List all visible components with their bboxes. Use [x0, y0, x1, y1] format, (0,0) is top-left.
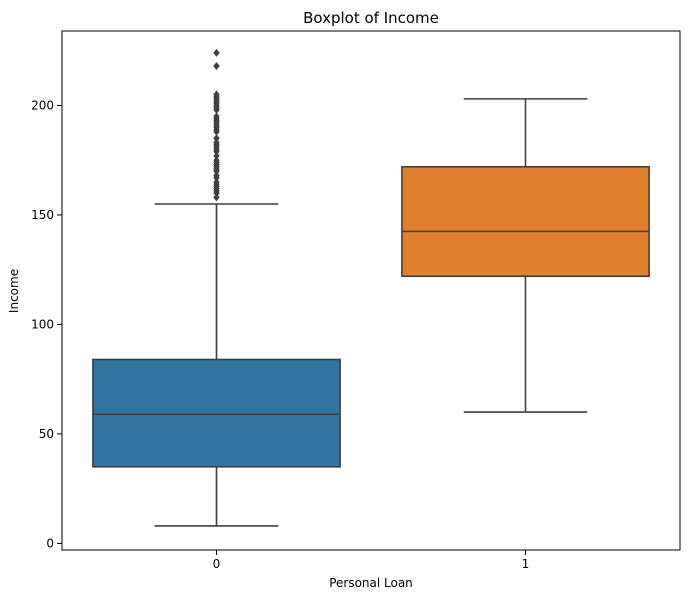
- outlier-point: [213, 90, 220, 99]
- outlier-point: [213, 138, 220, 147]
- outlier-point: [213, 48, 220, 57]
- box-group-0: [92, 48, 341, 527]
- plot-area: [92, 48, 650, 527]
- iqr-box: [92, 358, 341, 468]
- outlier-point: [213, 112, 220, 121]
- x-axis-label: Personal Loan: [329, 576, 413, 590]
- y-tick-label: 150: [31, 208, 54, 222]
- y-tick-label: 0: [46, 536, 54, 550]
- box-group-1: [401, 98, 650, 413]
- y-axis-label: Income: [7, 269, 21, 313]
- y-tick-label: 200: [31, 98, 54, 112]
- y-tick-label: 100: [31, 317, 54, 331]
- x-tick-label: 1: [522, 557, 530, 571]
- chart-title: Boxplot of Income: [303, 9, 439, 27]
- outlier-point: [213, 171, 220, 180]
- outlier-point: [213, 151, 220, 160]
- y-tick-label: 50: [39, 427, 54, 441]
- axes: 0 50 100 150 200 0 1: [31, 98, 529, 571]
- x-tick-label: 0: [213, 557, 221, 571]
- outlier-point: [213, 134, 220, 143]
- outlier-point: [213, 62, 220, 71]
- outlier-point: [213, 178, 220, 187]
- outlier-point: [213, 156, 220, 165]
- plot-frame: [61, 30, 681, 551]
- outlier-point: [213, 193, 220, 202]
- iqr-box: [401, 165, 650, 278]
